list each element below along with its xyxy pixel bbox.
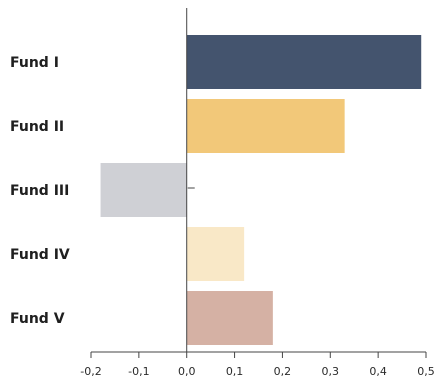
category-label-fund-i: Fund I	[10, 55, 59, 71]
x-tick-label: 0,4	[369, 365, 387, 378]
category-labels: Fund I Fund II Fund III Fund IV Fund V	[10, 55, 70, 327]
category-label-fund-ii: Fund II	[10, 119, 64, 135]
bars-layer	[100, 35, 422, 345]
bar-fund-v	[186, 291, 273, 345]
bar-fund-ii	[186, 99, 345, 153]
x-tick-label: 0,5	[417, 365, 435, 378]
x-tick-label: 0,3	[322, 365, 340, 378]
x-tick-label: -0,2	[80, 365, 101, 378]
x-axis-ticks: -0,2 -0,1 0,0 0,1 0,2 0,3 0,4 0,5	[80, 352, 435, 378]
x-tick-label: 0,0	[178, 365, 196, 378]
category-label-fund-v: Fund V	[10, 311, 65, 327]
x-tick-label: 0,2	[274, 365, 292, 378]
bar-fund-i	[186, 35, 422, 89]
x-tick-label: -0,1	[128, 365, 149, 378]
category-label-fund-iv: Fund IV	[10, 247, 70, 263]
x-tick-label: 0,1	[226, 365, 244, 378]
bar-fund-iv	[186, 227, 245, 281]
bar-fund-iii	[100, 163, 187, 217]
category-label-fund-iii: Fund III	[10, 183, 69, 199]
